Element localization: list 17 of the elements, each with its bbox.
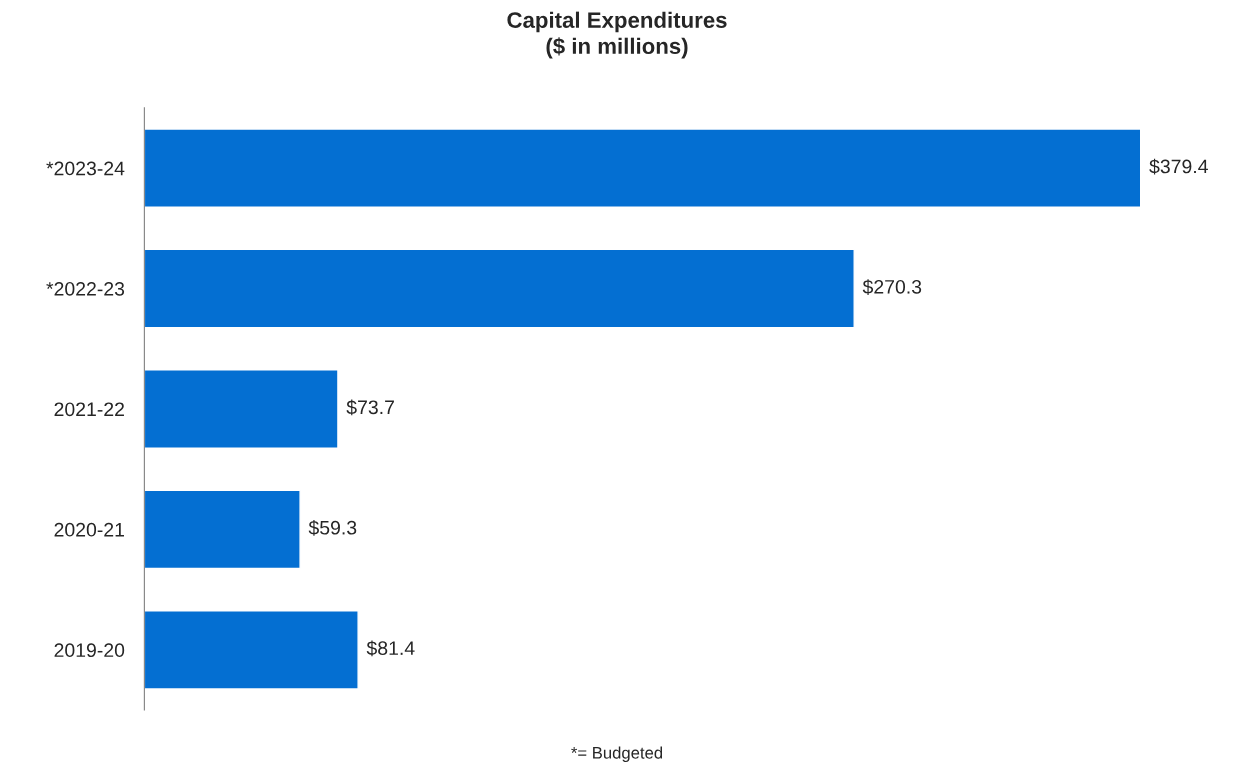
data-label: $270.3 bbox=[862, 279, 922, 295]
y-tick-label: *2023-24 bbox=[46, 161, 125, 176]
data-label: $379.4 bbox=[1149, 158, 1208, 175]
data-label: $59.3 bbox=[308, 520, 357, 536]
chart-title: Capital Expenditures ($ in millions) bbox=[507, 11, 727, 59]
bar bbox=[144, 369, 339, 449]
bar bbox=[144, 489, 301, 570]
y-tick-label: 2019-20 bbox=[54, 643, 125, 658]
bar bbox=[144, 248, 855, 329]
text: *= Budgeted bbox=[571, 746, 663, 763]
y-tick-label: 2020-21 bbox=[54, 522, 124, 537]
bar bbox=[144, 609, 359, 690]
y-tick-label: *2022-23 bbox=[46, 281, 125, 296]
bar bbox=[144, 128, 1142, 208]
data-label: $73.7 bbox=[346, 399, 394, 416]
data-label: $81.4 bbox=[366, 640, 415, 657]
y-tick-label: 2021-22 bbox=[54, 402, 124, 417]
